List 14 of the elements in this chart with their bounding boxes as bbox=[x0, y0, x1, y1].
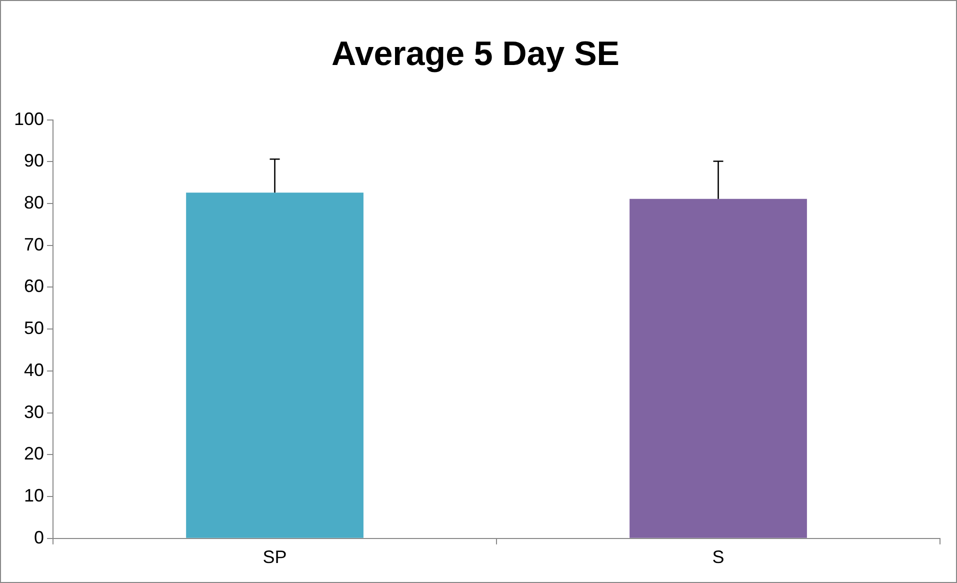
y-tick-label: 20 bbox=[24, 444, 44, 464]
y-tick-label: 100 bbox=[14, 108, 44, 129]
y-tick-label: 40 bbox=[24, 360, 44, 380]
x-tick-label: S bbox=[712, 547, 724, 568]
y-tick-label: 60 bbox=[24, 276, 44, 296]
x-tick-label: SP bbox=[262, 547, 287, 568]
y-tick-label: 0 bbox=[34, 527, 44, 548]
y-tick-label: 30 bbox=[24, 402, 44, 422]
chart-title: Average 5 Day SE bbox=[332, 34, 620, 73]
y-tick-label: 70 bbox=[24, 234, 44, 254]
y-tick-label: 90 bbox=[24, 150, 44, 171]
y-tick-label: 50 bbox=[24, 318, 44, 338]
y-tick-label: 10 bbox=[24, 486, 44, 506]
y-tick-label: 80 bbox=[24, 192, 44, 212]
